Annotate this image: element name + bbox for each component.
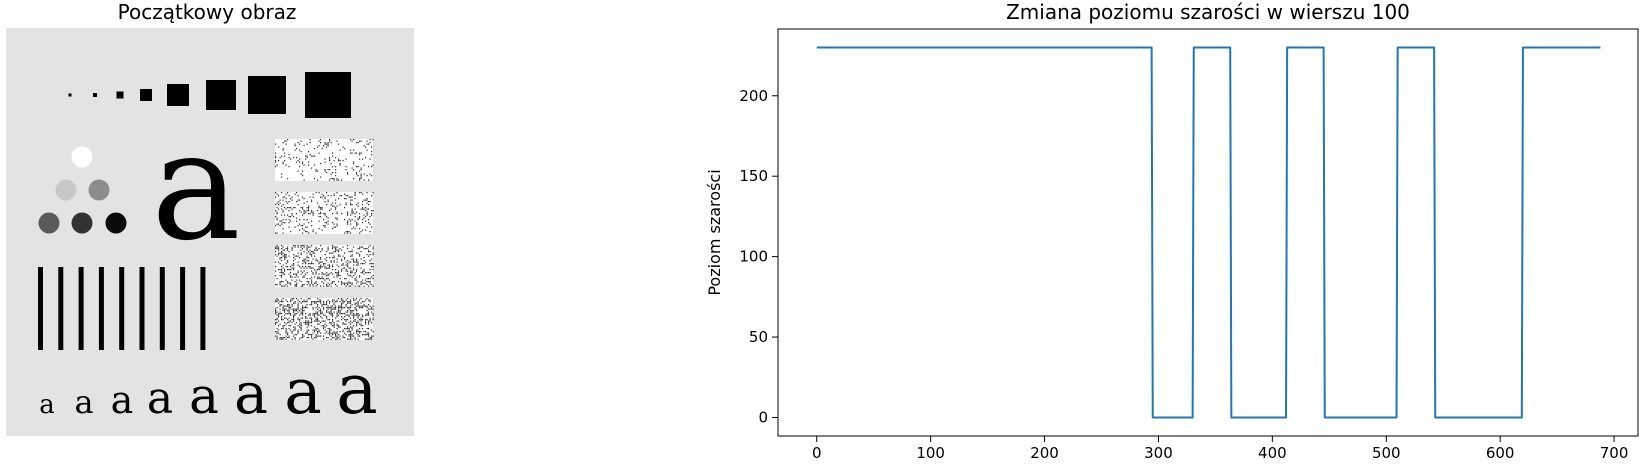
vertical-bar-5 — [119, 267, 125, 350]
small-letter-a-6: a — [234, 361, 268, 427]
y-tick-label-100: 100 — [739, 248, 768, 266]
vertical-bar-9 — [200, 267, 206, 350]
square-5 — [167, 84, 189, 106]
square-8 — [305, 72, 351, 118]
gray-circle-3 — [88, 179, 110, 201]
small-letter-a-3: a — [111, 378, 134, 422]
x-tick-label-600: 600 — [1486, 444, 1515, 462]
gray-circle-4 — [38, 212, 60, 234]
small-letter-a-4: a — [147, 373, 173, 424]
x-tick-label-700: 700 — [1600, 444, 1629, 462]
small-letter-a-2: a — [74, 383, 93, 421]
noise-rect-3 — [275, 245, 374, 287]
small-letter-a-7: a — [284, 355, 322, 428]
chart-title: Zmiana poziomu szarości w wierszu 100 — [1006, 0, 1410, 24]
gray-circle-5 — [71, 212, 93, 234]
test-pattern-drawing: aa a a a a a a a — [6, 28, 414, 436]
noise-rect-1 — [275, 139, 374, 181]
vertical-bar-6 — [139, 267, 145, 350]
gray-circle-6 — [105, 212, 127, 234]
series-line-1 — [816, 46, 1601, 419]
x-tick-label-300: 300 — [1144, 444, 1173, 462]
square-6 — [206, 80, 236, 110]
plot-frame — [777, 28, 1639, 437]
noise-rect-4 — [275, 298, 374, 340]
small-letter-a-1: a — [39, 390, 55, 420]
gray-circle-1 — [71, 146, 93, 168]
y-axis-label: Poziom szarości — [705, 169, 724, 295]
small-letter-a-5: a — [189, 367, 219, 425]
x-tick-label-200: 200 — [1030, 444, 1059, 462]
x-tick-label-400: 400 — [1258, 444, 1287, 462]
vertical-bar-4 — [98, 267, 104, 350]
gray-circle-2 — [55, 179, 77, 201]
y-tick-label-200: 200 — [739, 87, 768, 105]
y-tick-label-0: 0 — [758, 409, 768, 427]
large-letter-a: a — [151, 100, 240, 274]
square-7 — [248, 76, 286, 114]
y-tick-label-50: 50 — [749, 328, 768, 346]
x-tick-label-500: 500 — [1372, 444, 1401, 462]
vertical-bar-8 — [180, 267, 186, 350]
vertical-bar-3 — [78, 267, 84, 350]
small-letter-a-8: a — [336, 348, 378, 430]
vertical-bar-2 — [58, 267, 64, 350]
y-tick-label-150: 150 — [739, 167, 768, 185]
square-3 — [116, 91, 124, 99]
x-tick-label-100: 100 — [916, 444, 945, 462]
square-2 — [93, 93, 97, 97]
square-1 — [68, 93, 72, 97]
x-tick-label-0: 0 — [812, 444, 822, 462]
vertical-bar-1 — [38, 267, 43, 350]
noise-rect-2 — [275, 192, 374, 234]
image-title: Początkowy obraz — [117, 0, 297, 24]
vertical-bar-7 — [159, 267, 165, 350]
square-4 — [140, 89, 152, 101]
